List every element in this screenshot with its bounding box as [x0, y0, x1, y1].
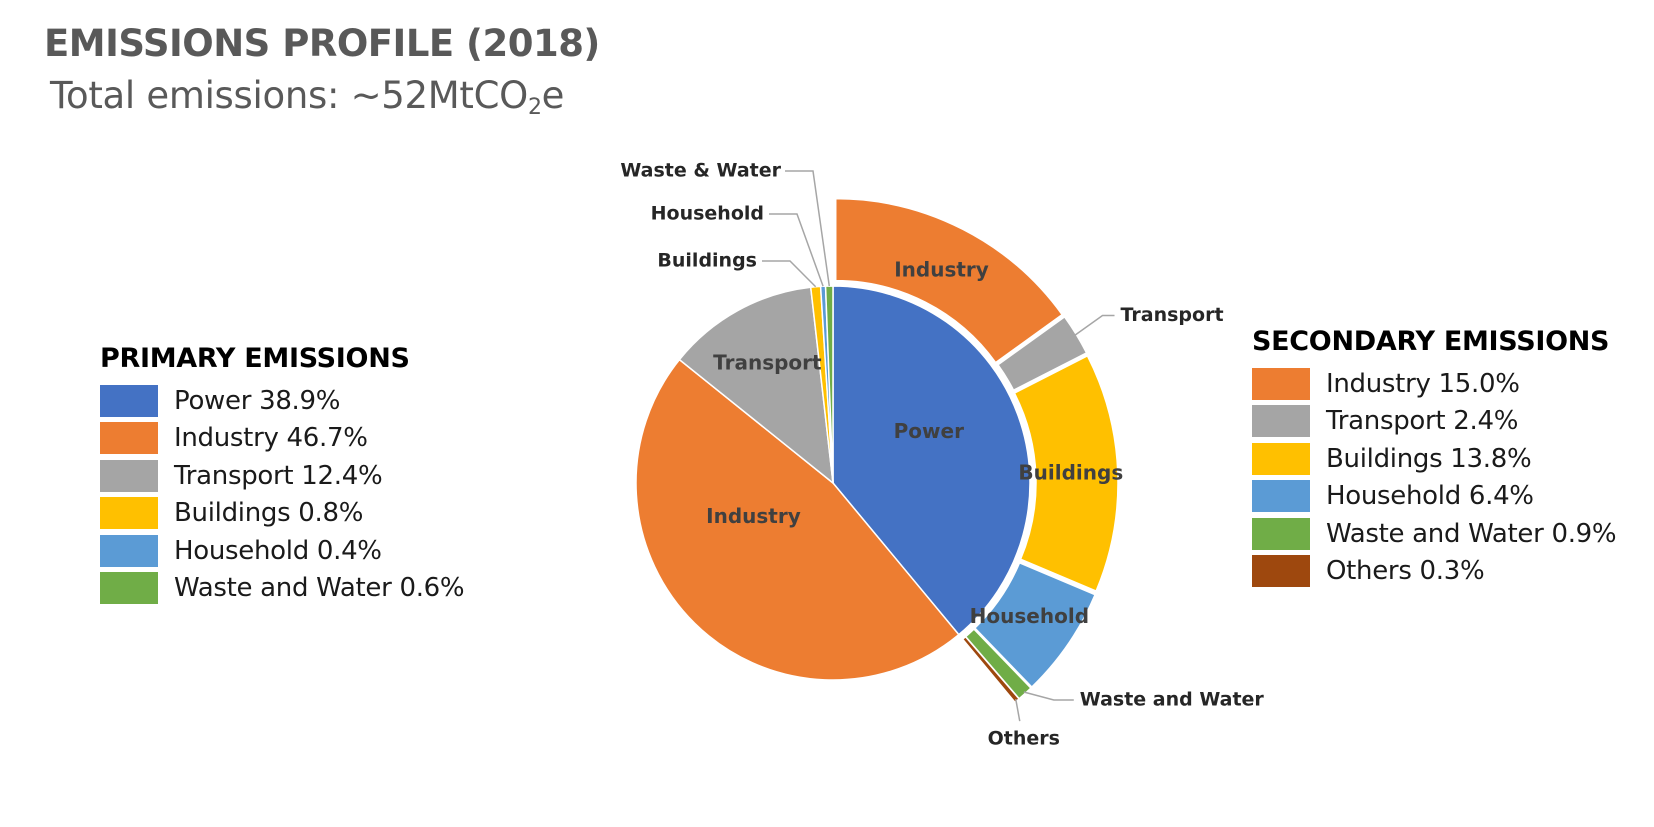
- primary-legend-item: Industry 46.7%: [100, 420, 464, 458]
- primary-legend-label: Transport 12.4%: [174, 460, 383, 491]
- secondary-slice-0: [834, 197, 1064, 364]
- primary-legend-swatch: [100, 534, 158, 567]
- primary-slice-2: [678, 286, 834, 485]
- primary-legend-item: Power 38.9%: [100, 382, 464, 420]
- primary-callout-label: Buildings: [657, 250, 757, 272]
- primary-callout-line: [769, 213, 824, 287]
- secondary-legend-label: Transport 2.4%: [1326, 406, 1519, 437]
- primary-slice-label: Power: [894, 419, 964, 443]
- primary-legend-label: Buildings 0.8%: [174, 498, 364, 529]
- primary-legend-label: Industry 46.7%: [174, 423, 368, 454]
- primary-slice-1: [635, 358, 960, 681]
- secondary-callout-label: Transport: [1121, 304, 1224, 326]
- secondary-legend-item: Waste and Water 0.9%: [1252, 515, 1617, 553]
- secondary-slice-label: Industry: [894, 258, 989, 282]
- primary-legend-item: Waste and Water 0.6%: [100, 570, 465, 608]
- secondary-legend-swatch: [1252, 517, 1310, 550]
- secondary-legend-label: Waste and Water 0.9%: [1326, 518, 1617, 549]
- secondary-callout-label: Waste and Water: [1080, 689, 1265, 711]
- secondary-legend-swatch: [1252, 555, 1310, 588]
- primary-slice-5: [824, 285, 834, 484]
- secondary-legend-label: Household 6.4%: [1326, 481, 1534, 512]
- secondary-legend-swatch: [1252, 405, 1310, 438]
- primary-legend-label: Household 0.4%: [174, 535, 382, 566]
- secondary-legend-item: Industry 15.0%: [1252, 365, 1616, 403]
- secondary-callout-line: [1023, 691, 1074, 701]
- subtitle-text: Total emissions: ~52MtCO: [50, 74, 528, 117]
- secondary-callout-line: [1074, 314, 1115, 337]
- primary-legend-swatch: [100, 459, 158, 492]
- subtitle-suffix: e: [541, 74, 565, 117]
- primary-legend-swatch: [100, 384, 158, 417]
- secondary-legend-item: Buildings 13.8%: [1252, 440, 1616, 478]
- primary-legend-swatch: [100, 497, 158, 530]
- primary-legend-swatch: [100, 422, 158, 455]
- primary-emissions-legend: PRIMARY EMISSIONS Power 38.9% Industry 46…: [100, 343, 465, 608]
- primary-callout-line: [785, 170, 831, 287]
- primary-legend-item: Buildings 0.8%: [100, 495, 464, 533]
- secondary-emissions-legend: SECONDARY EMISSIONS Industry 15.0% Transp…: [1252, 326, 1617, 591]
- secondary-callout-line: [1015, 698, 1021, 722]
- primary-callout-label: Waste & Water: [620, 160, 781, 182]
- primary-slice-label: Transport: [713, 350, 822, 374]
- secondary-slice-1: [996, 315, 1088, 392]
- secondary-slice-label: Household: [970, 604, 1089, 628]
- primary-legend-item: Household 0.4%: [100, 532, 464, 570]
- secondary-slice-label: Buildings: [1018, 461, 1123, 485]
- secondary-legend-item: Others 0.3%: [1252, 553, 1616, 591]
- secondary-legend-swatch: [1252, 480, 1310, 513]
- secondary-legend-swatch: [1252, 367, 1310, 400]
- secondary-legend-swatch: [1252, 442, 1310, 475]
- primary-callout-label: Household: [651, 203, 764, 225]
- primary-legend-item: Transport 12.4%: [100, 457, 464, 495]
- primary-slice-label: Industry: [706, 504, 801, 528]
- primary-legend-rows: Power 38.9% Industry 46.7% Transport 12.4%…: [100, 382, 465, 608]
- secondary-legend-title: SECONDARY EMISSIONS: [1252, 326, 1610, 357]
- subtitle-subscript: 2: [527, 95, 542, 120]
- secondary-legend-label: Buildings 13.8%: [1326, 443, 1532, 474]
- primary-legend-title: PRIMARY EMISSIONS: [100, 343, 410, 374]
- primary-slice-0: [832, 285, 1031, 636]
- secondary-callout-label: Others: [988, 728, 1060, 750]
- secondary-slice-2: [1013, 354, 1119, 593]
- primary-callout-line: [762, 260, 817, 288]
- secondary-legend-label: Others 0.3%: [1326, 556, 1485, 587]
- secondary-legend-label: Industry 15.0%: [1326, 368, 1520, 399]
- secondary-legend-item: Transport 2.4%: [1252, 403, 1616, 441]
- page-title: EMISSIONS PROFILE (2018): [44, 22, 600, 65]
- secondary-legend-rows: Industry 15.0% Transport 2.4% Buildings 13…: [1252, 365, 1617, 591]
- secondary-slice-5: [961, 635, 1021, 704]
- secondary-legend-item: Household 6.4%: [1252, 478, 1616, 516]
- secondary-slice-3: [973, 561, 1097, 689]
- primary-legend-swatch: [100, 572, 158, 605]
- page-subtitle: Total emissions: ~52MtCO2e: [50, 74, 564, 120]
- primary-legend-label: Power 38.9%: [174, 385, 341, 416]
- primary-legend-label: Waste and Water 0.6%: [174, 573, 465, 604]
